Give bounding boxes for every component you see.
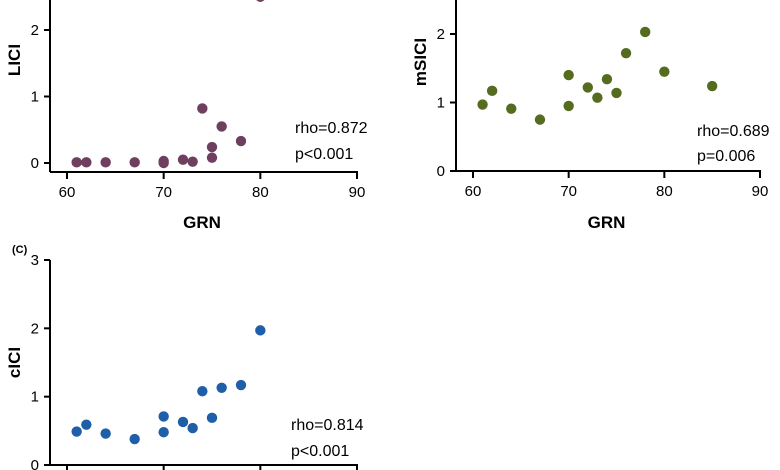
data-point [255, 325, 266, 336]
scatter-panel-2: 0 1 2 60 70 80 90 mSICI GRN rho=0.689 p=0.006 [411, 0, 770, 232]
x-tick-label-80: 80 [252, 184, 269, 201]
data-point [601, 74, 613, 85]
data-point [206, 141, 218, 153]
x-tick-label-60: 60 [465, 183, 482, 200]
y-axis-label: cICI [5, 347, 24, 378]
x-axis-label: GRN [588, 213, 626, 232]
data-point [206, 412, 218, 424]
data-point [235, 135, 247, 147]
data-point [582, 82, 593, 93]
y-tick-label-1: 1 [437, 95, 445, 112]
data-point [506, 103, 517, 114]
data-point [177, 416, 189, 428]
p-value-annotation: p<0.001 [291, 443, 349, 460]
data-point [611, 87, 622, 99]
x-tick-label-80: 80 [656, 183, 673, 200]
y-tick-label-1: 1 [31, 389, 39, 406]
x-tick-label-90: 90 [752, 183, 769, 200]
x-tick-label-70: 70 [560, 183, 577, 200]
data-point [477, 99, 488, 110]
y-axis-label: LICI [5, 44, 24, 76]
data-point [81, 419, 92, 430]
data-point [71, 426, 82, 437]
data-point [592, 92, 603, 103]
rho-annotation: rho=0.814 [291, 417, 364, 434]
data-point [659, 66, 670, 77]
data-point [706, 80, 718, 92]
y-tick-label-0: 0 [437, 163, 445, 180]
data-point [187, 156, 198, 167]
y-tick-label-2: 2 [437, 26, 445, 43]
x-tick-label-70: 70 [155, 184, 172, 201]
data-point [177, 154, 189, 165]
p-value-annotation: p=0.006 [697, 148, 755, 165]
data-point [197, 386, 208, 397]
y-tick-label-1: 1 [31, 89, 39, 106]
data-point [158, 411, 169, 422]
data-point [216, 121, 227, 132]
x-tick-label-60: 60 [59, 184, 76, 201]
y-tick-label-0: 0 [31, 457, 39, 470]
data-point [158, 155, 169, 167]
data-point [563, 100, 574, 112]
panel-label: (C) [12, 244, 28, 256]
data-point [256, 0, 265, 2]
y-tick-label-3: 3 [31, 252, 39, 269]
rho-annotation: rho=0.872 [295, 120, 368, 137]
data-point [100, 428, 111, 439]
data-point [187, 422, 198, 434]
scatter-panel-3: (C) 0 1 2 3 cICI rho=0.814 p<0.001 [5, 244, 364, 470]
data-point [129, 433, 140, 445]
data-point [158, 427, 169, 438]
data-point [129, 157, 140, 168]
x-axis-label: GRN [183, 213, 221, 232]
x-tick-label-90: 90 [349, 184, 366, 201]
data-point [563, 69, 574, 81]
data-point [216, 382, 227, 393]
data-point [197, 103, 208, 114]
p-value-annotation: p<0.001 [295, 146, 353, 163]
data-point [620, 47, 632, 59]
data-point [81, 157, 92, 168]
data-point [486, 85, 498, 97]
y-tick-label-2: 2 [31, 22, 39, 39]
data-point [235, 379, 247, 391]
data-point [640, 26, 651, 38]
data-point [100, 157, 111, 168]
y-axis-label: mSICI [411, 38, 430, 86]
data-point [206, 152, 218, 163]
scatter-panel-1: 0 1 2 60 70 80 90 LICI GRN rho=0.872 p<0.001 [5, 0, 368, 232]
y-tick-label-2: 2 [31, 320, 39, 337]
data-point [534, 114, 546, 125]
y-tick-label-0: 0 [31, 155, 39, 172]
data-point [71, 157, 82, 168]
rho-annotation: rho=0.689 [697, 123, 770, 140]
